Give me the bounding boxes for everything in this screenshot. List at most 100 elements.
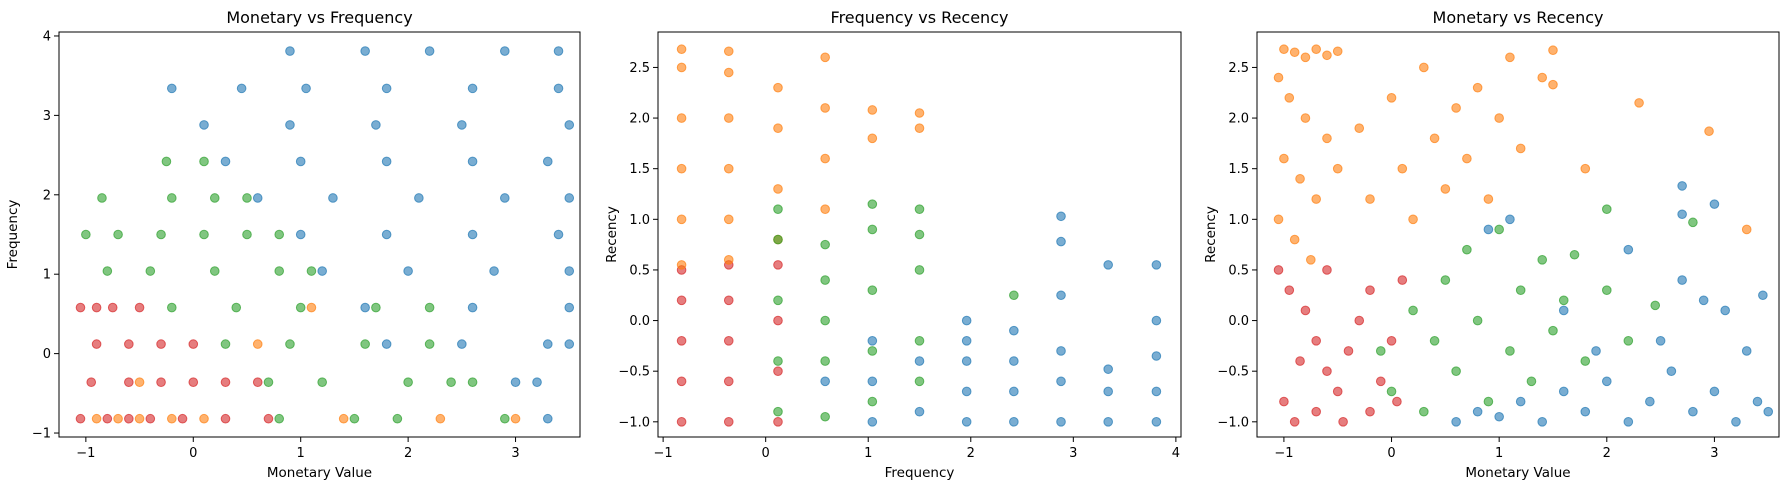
data-point — [134, 413, 145, 424]
data-point — [1279, 44, 1289, 55]
data-point — [820, 153, 830, 164]
data-point — [301, 83, 311, 94]
data-point — [1009, 386, 1019, 397]
data-point — [1056, 376, 1066, 387]
data-point — [676, 260, 687, 270]
data-point — [773, 260, 783, 270]
data-point — [209, 266, 220, 276]
y-tick-label: −1 — [32, 427, 51, 442]
data-point — [1009, 356, 1019, 366]
data-point — [188, 339, 199, 349]
y-tick-label: 0.0 — [629, 314, 650, 329]
data-point — [295, 156, 306, 167]
y-tick-label: 1.0 — [629, 213, 650, 228]
data-point — [166, 413, 177, 424]
data-point — [124, 377, 134, 388]
data-point — [1322, 50, 1332, 61]
data-point — [263, 413, 274, 424]
data-point — [532, 377, 542, 388]
y-tick-label: 0.0 — [1228, 314, 1249, 329]
y-tick-label: 2.5 — [1228, 61, 1249, 76]
data-point — [1056, 236, 1066, 247]
data-point — [1451, 103, 1461, 113]
data-point — [676, 336, 687, 346]
data-point — [220, 156, 231, 167]
data-point — [1365, 406, 1375, 417]
data-point — [773, 406, 783, 417]
y-tick-label: 1 — [43, 268, 51, 283]
data-point — [1741, 346, 1752, 356]
data-point — [317, 377, 327, 388]
x-tick-label: 3 — [1710, 446, 1718, 461]
data-point — [1634, 98, 1644, 108]
data-point — [1698, 295, 1709, 306]
y-tick-label: 1.5 — [1228, 162, 1249, 177]
data-point — [1688, 406, 1698, 417]
data-point — [676, 295, 687, 306]
data-point — [961, 356, 972, 366]
y-tick-label: 3 — [43, 109, 51, 124]
data-point — [1677, 275, 1687, 285]
data-point — [489, 266, 499, 276]
data-point — [1273, 214, 1284, 225]
data-point — [914, 204, 925, 214]
data-point — [773, 184, 783, 194]
data-point — [1103, 386, 1113, 397]
data-point — [1311, 336, 1321, 346]
data-point — [1483, 224, 1494, 235]
x-axis-label: Frequency — [885, 465, 955, 481]
data-point — [124, 339, 134, 349]
data-point — [236, 83, 247, 94]
data-point — [1494, 113, 1504, 123]
data-point — [457, 339, 467, 349]
data-point — [1295, 174, 1305, 184]
data-point — [220, 339, 231, 349]
data-point — [1709, 199, 1720, 209]
data-point — [1056, 417, 1066, 427]
data-point — [252, 193, 263, 203]
data-point — [500, 46, 510, 56]
data-point — [1332, 46, 1343, 57]
y-tick-label: −1.0 — [1217, 415, 1249, 430]
data-point — [564, 120, 575, 130]
points-group — [1273, 44, 1774, 427]
data-point — [820, 52, 830, 63]
data-point — [113, 413, 123, 424]
data-point — [723, 255, 734, 265]
data-point — [1720, 305, 1730, 316]
data-point — [820, 275, 830, 285]
data-point — [1472, 315, 1483, 326]
data-point — [1709, 386, 1720, 397]
data-point — [820, 103, 830, 113]
data-point — [156, 377, 166, 388]
data-point — [723, 214, 734, 225]
data-point — [1295, 356, 1305, 366]
data-point — [1289, 417, 1300, 427]
y-tick-label: 0.5 — [1228, 263, 1249, 278]
data-point — [467, 83, 478, 94]
data-point — [1677, 209, 1687, 220]
data-point — [231, 302, 242, 313]
data-point — [145, 266, 156, 276]
data-point — [500, 413, 510, 424]
data-point — [676, 163, 687, 174]
data-point — [676, 214, 687, 225]
data-point — [1601, 376, 1612, 387]
data-point — [457, 120, 467, 130]
data-point — [1151, 260, 1162, 270]
data-point — [867, 336, 878, 346]
data-point — [553, 229, 564, 240]
plot-2: −1 0 1 2 3 4 −1.0 −0.5 0.0 0.5 1.0 1.5 2.0 2.5 Frequen… — [604, 8, 1182, 481]
data-point — [1332, 386, 1343, 397]
data-point — [1462, 244, 1472, 255]
y-tick-label: 1.5 — [629, 162, 650, 177]
data-point — [676, 376, 687, 387]
data-point — [676, 62, 687, 73]
data-point — [306, 266, 317, 276]
data-point — [1311, 194, 1321, 204]
data-point — [188, 377, 199, 388]
data-point — [1306, 255, 1316, 265]
data-point — [1300, 52, 1311, 63]
data-point — [156, 339, 166, 349]
data-point — [360, 339, 370, 349]
